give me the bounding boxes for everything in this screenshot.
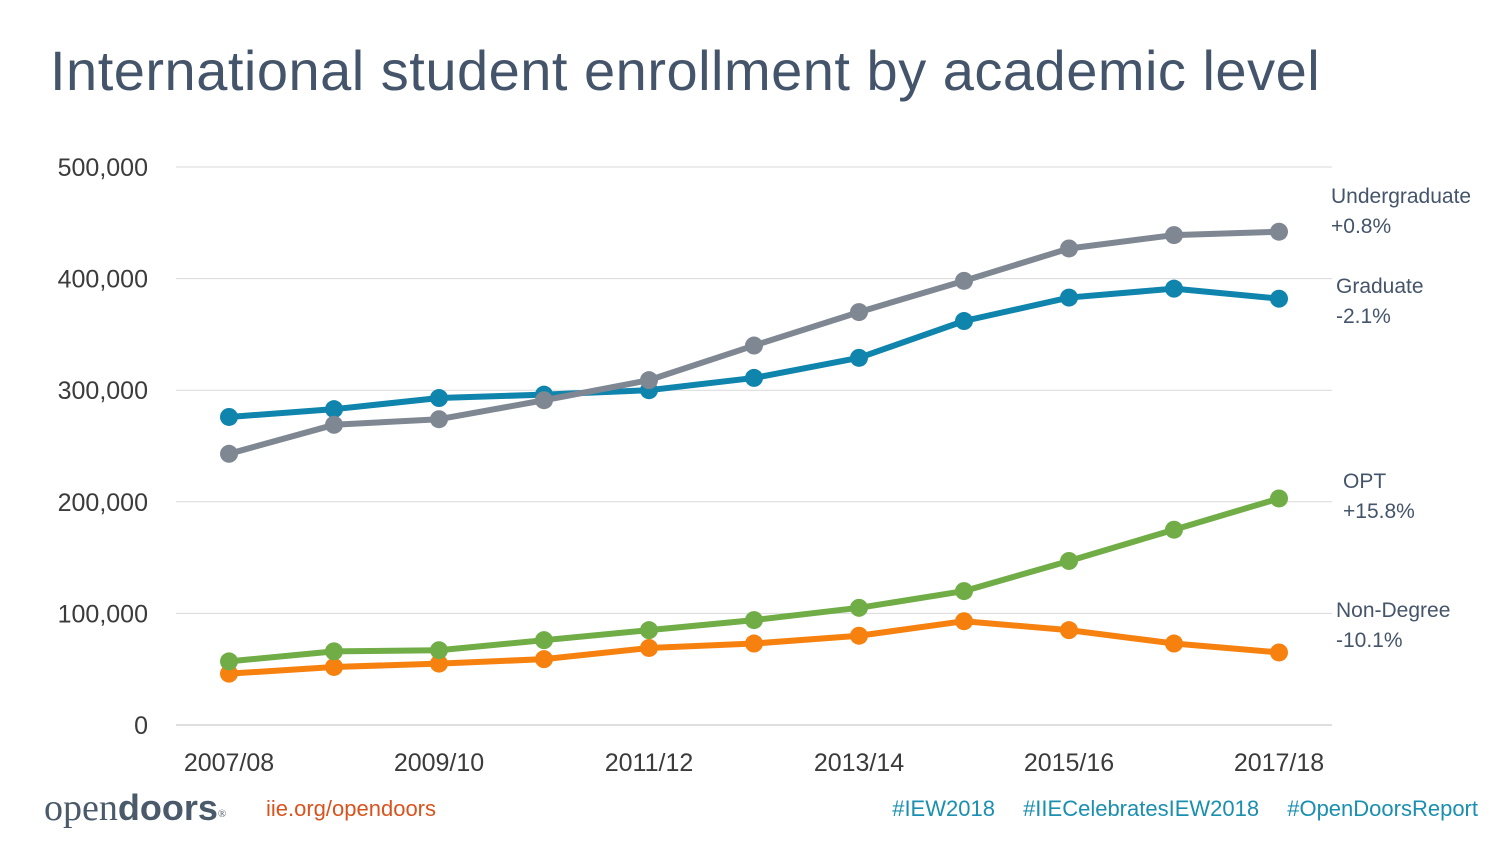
data-point-graduate-7 — [955, 312, 973, 331]
x-tick-label: 2013/14 — [814, 749, 904, 777]
y-tick-label: 100,000 — [58, 600, 148, 628]
hashtag-iew2018[interactable]: #IEW2018 — [892, 796, 995, 821]
series-change-opt: +15.8% — [1343, 500, 1415, 523]
data-point-undergraduate-9 — [1165, 226, 1183, 245]
hashtag-opendoorsreport[interactable]: #OpenDoorsReport — [1287, 796, 1478, 821]
chart-title: International student enrollment by acad… — [50, 39, 1321, 102]
y-tick-label: 500,000 — [58, 154, 148, 182]
series-labels: Undergraduate +0.8% Graduate -2.1% OPT +15.8%… — [1331, 185, 1471, 652]
data-point-graduate-2 — [430, 389, 448, 408]
y-tick-label: 300,000 — [58, 377, 148, 405]
x-tick-label: 2007/08 — [184, 749, 274, 777]
opendoors-logo: opendoors® — [44, 787, 227, 829]
data-point-opt-9 — [1165, 520, 1183, 539]
data-point-undergraduate-10 — [1270, 222, 1288, 241]
x-tick-label: 2011/12 — [605, 749, 694, 777]
data-point-undergraduate-8 — [1060, 239, 1078, 258]
data-point-undergraduate-2 — [430, 410, 448, 429]
data-point-opt-7 — [955, 582, 973, 601]
series-change-non-degree: -10.1% — [1336, 629, 1403, 652]
data-point-non-degree-3 — [535, 650, 553, 669]
opendoors-link[interactable]: iie.org/opendoors — [266, 796, 437, 821]
data-point-graduate-10 — [1270, 289, 1288, 308]
series-change-graduate: -2.1% — [1336, 305, 1391, 328]
data-point-opt-8 — [1060, 551, 1078, 570]
data-point-undergraduate-1 — [325, 415, 343, 434]
data-point-graduate-0 — [220, 407, 238, 426]
y-tick-label: 200,000 — [58, 489, 148, 517]
series-opt — [220, 489, 1288, 671]
series-label-undergraduate: Undergraduate — [1331, 185, 1471, 208]
data-point-undergraduate-5 — [745, 336, 763, 355]
data-point-undergraduate-7 — [955, 271, 973, 290]
data-point-graduate-9 — [1165, 279, 1183, 298]
y-tick-label: 400,000 — [58, 266, 148, 294]
data-point-opt-6 — [850, 598, 868, 617]
data-point-non-degree-9 — [1165, 634, 1183, 653]
data-point-opt-5 — [745, 611, 763, 630]
data-point-non-degree-4 — [640, 638, 658, 657]
data-point-opt-3 — [535, 631, 553, 650]
data-point-undergraduate-4 — [640, 371, 658, 390]
data-point-graduate-5 — [745, 368, 763, 387]
series-label-non-degree: Non-Degree — [1336, 599, 1450, 622]
data-point-opt-0 — [220, 652, 238, 671]
series-change-undergraduate: +0.8% — [1331, 215, 1391, 238]
data-point-non-degree-7 — [955, 612, 973, 631]
data-point-graduate-1 — [325, 400, 343, 419]
data-point-non-degree-5 — [745, 634, 763, 653]
data-point-non-degree-8 — [1060, 621, 1078, 640]
hashtag-iiecelebrates[interactable]: #IIECelebratesIEW2018 — [1023, 796, 1260, 821]
data-point-non-degree-1 — [325, 657, 343, 676]
data-point-undergraduate-6 — [850, 303, 868, 322]
hashtag-list: #IEW2018 #IIECelebratesIEW2018 #OpenDoor… — [870, 796, 1478, 822]
data-point-opt-1 — [325, 642, 343, 661]
data-point-opt-10 — [1270, 489, 1288, 508]
data-point-graduate-6 — [850, 348, 868, 367]
data-point-undergraduate-3 — [535, 391, 553, 410]
series-layer — [220, 222, 1288, 683]
y-axis-ticks: 0 100,000 200,000 300,000 400,000 500,000 — [58, 154, 148, 740]
x-tick-label: 2009/10 — [394, 749, 484, 777]
data-point-undergraduate-0 — [220, 444, 238, 463]
y-tick-label: 0 — [134, 712, 148, 740]
x-tick-label: 2017/18 — [1234, 749, 1324, 777]
series-undergraduate — [220, 222, 1288, 463]
data-point-graduate-8 — [1060, 288, 1078, 307]
series-non-degree — [220, 612, 1288, 683]
data-point-opt-4 — [640, 621, 658, 640]
series-label-opt: OPT — [1343, 470, 1386, 493]
series-label-graduate: Graduate — [1336, 275, 1424, 298]
data-point-non-degree-2 — [430, 654, 448, 673]
data-point-opt-2 — [430, 641, 448, 660]
x-tick-label: 2015/16 — [1024, 749, 1114, 777]
x-axis-ticks: 2007/08 2009/10 2011/12 2013/14 2015/16 2017/… — [184, 749, 1324, 777]
data-point-non-degree-10 — [1270, 643, 1288, 662]
data-point-non-degree-6 — [850, 626, 868, 645]
